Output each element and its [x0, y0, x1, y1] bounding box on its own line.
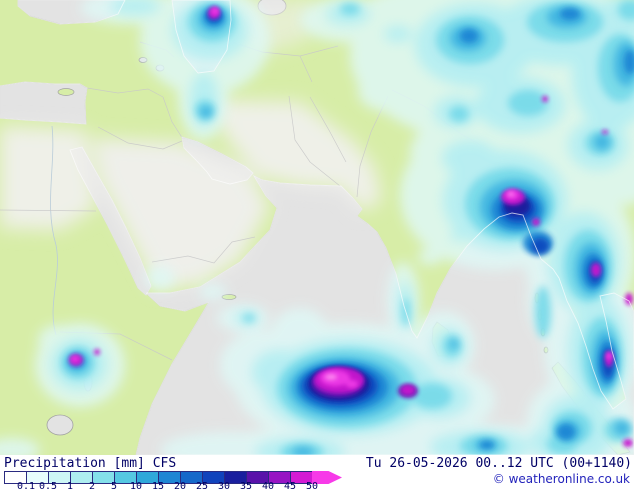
precipitation-map: [0, 0, 634, 455]
island-cyprus: [57, 88, 75, 96]
legend-tick: 35: [239, 481, 253, 492]
footer: Precipitation [mm] CFS Tu 26-05-2026 00.…: [0, 455, 634, 493]
legend-tick: 2: [88, 481, 96, 492]
legend-tick: 1: [66, 481, 74, 492]
sea-mediterranean: [0, 81, 88, 125]
legend-tick: 45: [283, 481, 297, 492]
legend-tick: 5: [110, 481, 118, 492]
legend-colorbar: [4, 471, 349, 484]
legend-tick: 50: [305, 481, 319, 492]
legend-tick: 0.1: [16, 481, 36, 492]
map-canvas: [0, 0, 634, 455]
legend-tick: 10: [129, 481, 143, 492]
river-nile: [50, 125, 58, 336]
copyright: © weatheronline.co.uk: [492, 472, 630, 486]
legend-tick: 30: [217, 481, 231, 492]
legend-tick: 40: [261, 481, 275, 492]
precip-extreme-core-layer: [325, 192, 514, 380]
legend-tick: 20: [173, 481, 187, 492]
legend-tick-labels: 0.1 0.5 1 2 5 10 15 20 25 30 35 40 45 50: [0, 481, 634, 493]
legend-arrow-cell: [312, 471, 342, 484]
lake-victoria: [46, 414, 74, 436]
legend-title: Precipitation [mm] CFS: [4, 456, 177, 471]
legend-tick: 0.5: [38, 481, 58, 492]
legend-tick: 15: [151, 481, 165, 492]
valid-datetime: Tu 26-05-2026 00..12 UTC (00+1140): [365, 456, 632, 471]
legend-tick: 25: [195, 481, 209, 492]
